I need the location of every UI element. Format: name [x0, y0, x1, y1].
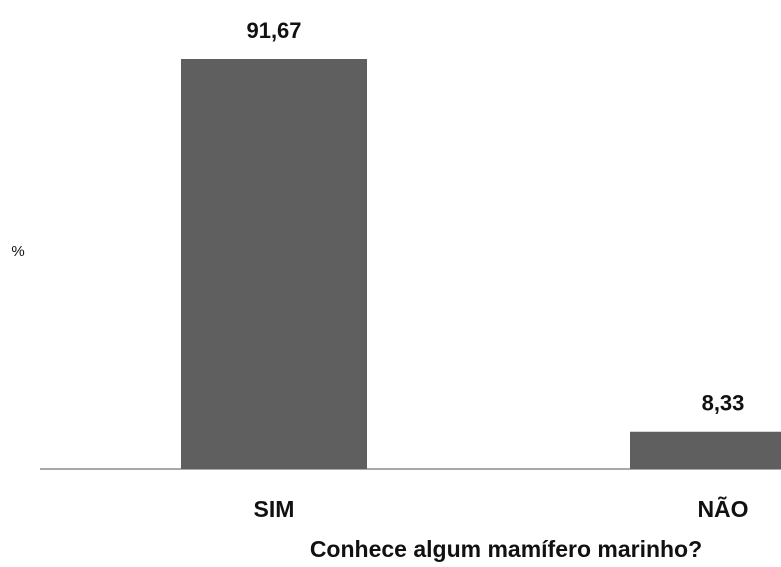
y-axis-label: %: [11, 243, 24, 260]
category-labels: SIM NÃO: [254, 495, 749, 522]
category-label-não: NÃO: [697, 495, 748, 522]
bars: [181, 59, 781, 469]
category-label-sim: SIM: [254, 496, 295, 522]
x-axis-title: Conhece algum mamífero marinho?: [310, 536, 702, 562]
data-label-sim: 91,67: [246, 18, 301, 43]
bar-não: [630, 431, 781, 469]
data-labels: 91,67 8,33: [246, 18, 744, 416]
data-label-não: 8,33: [702, 391, 745, 416]
bar-sim: [181, 59, 367, 469]
